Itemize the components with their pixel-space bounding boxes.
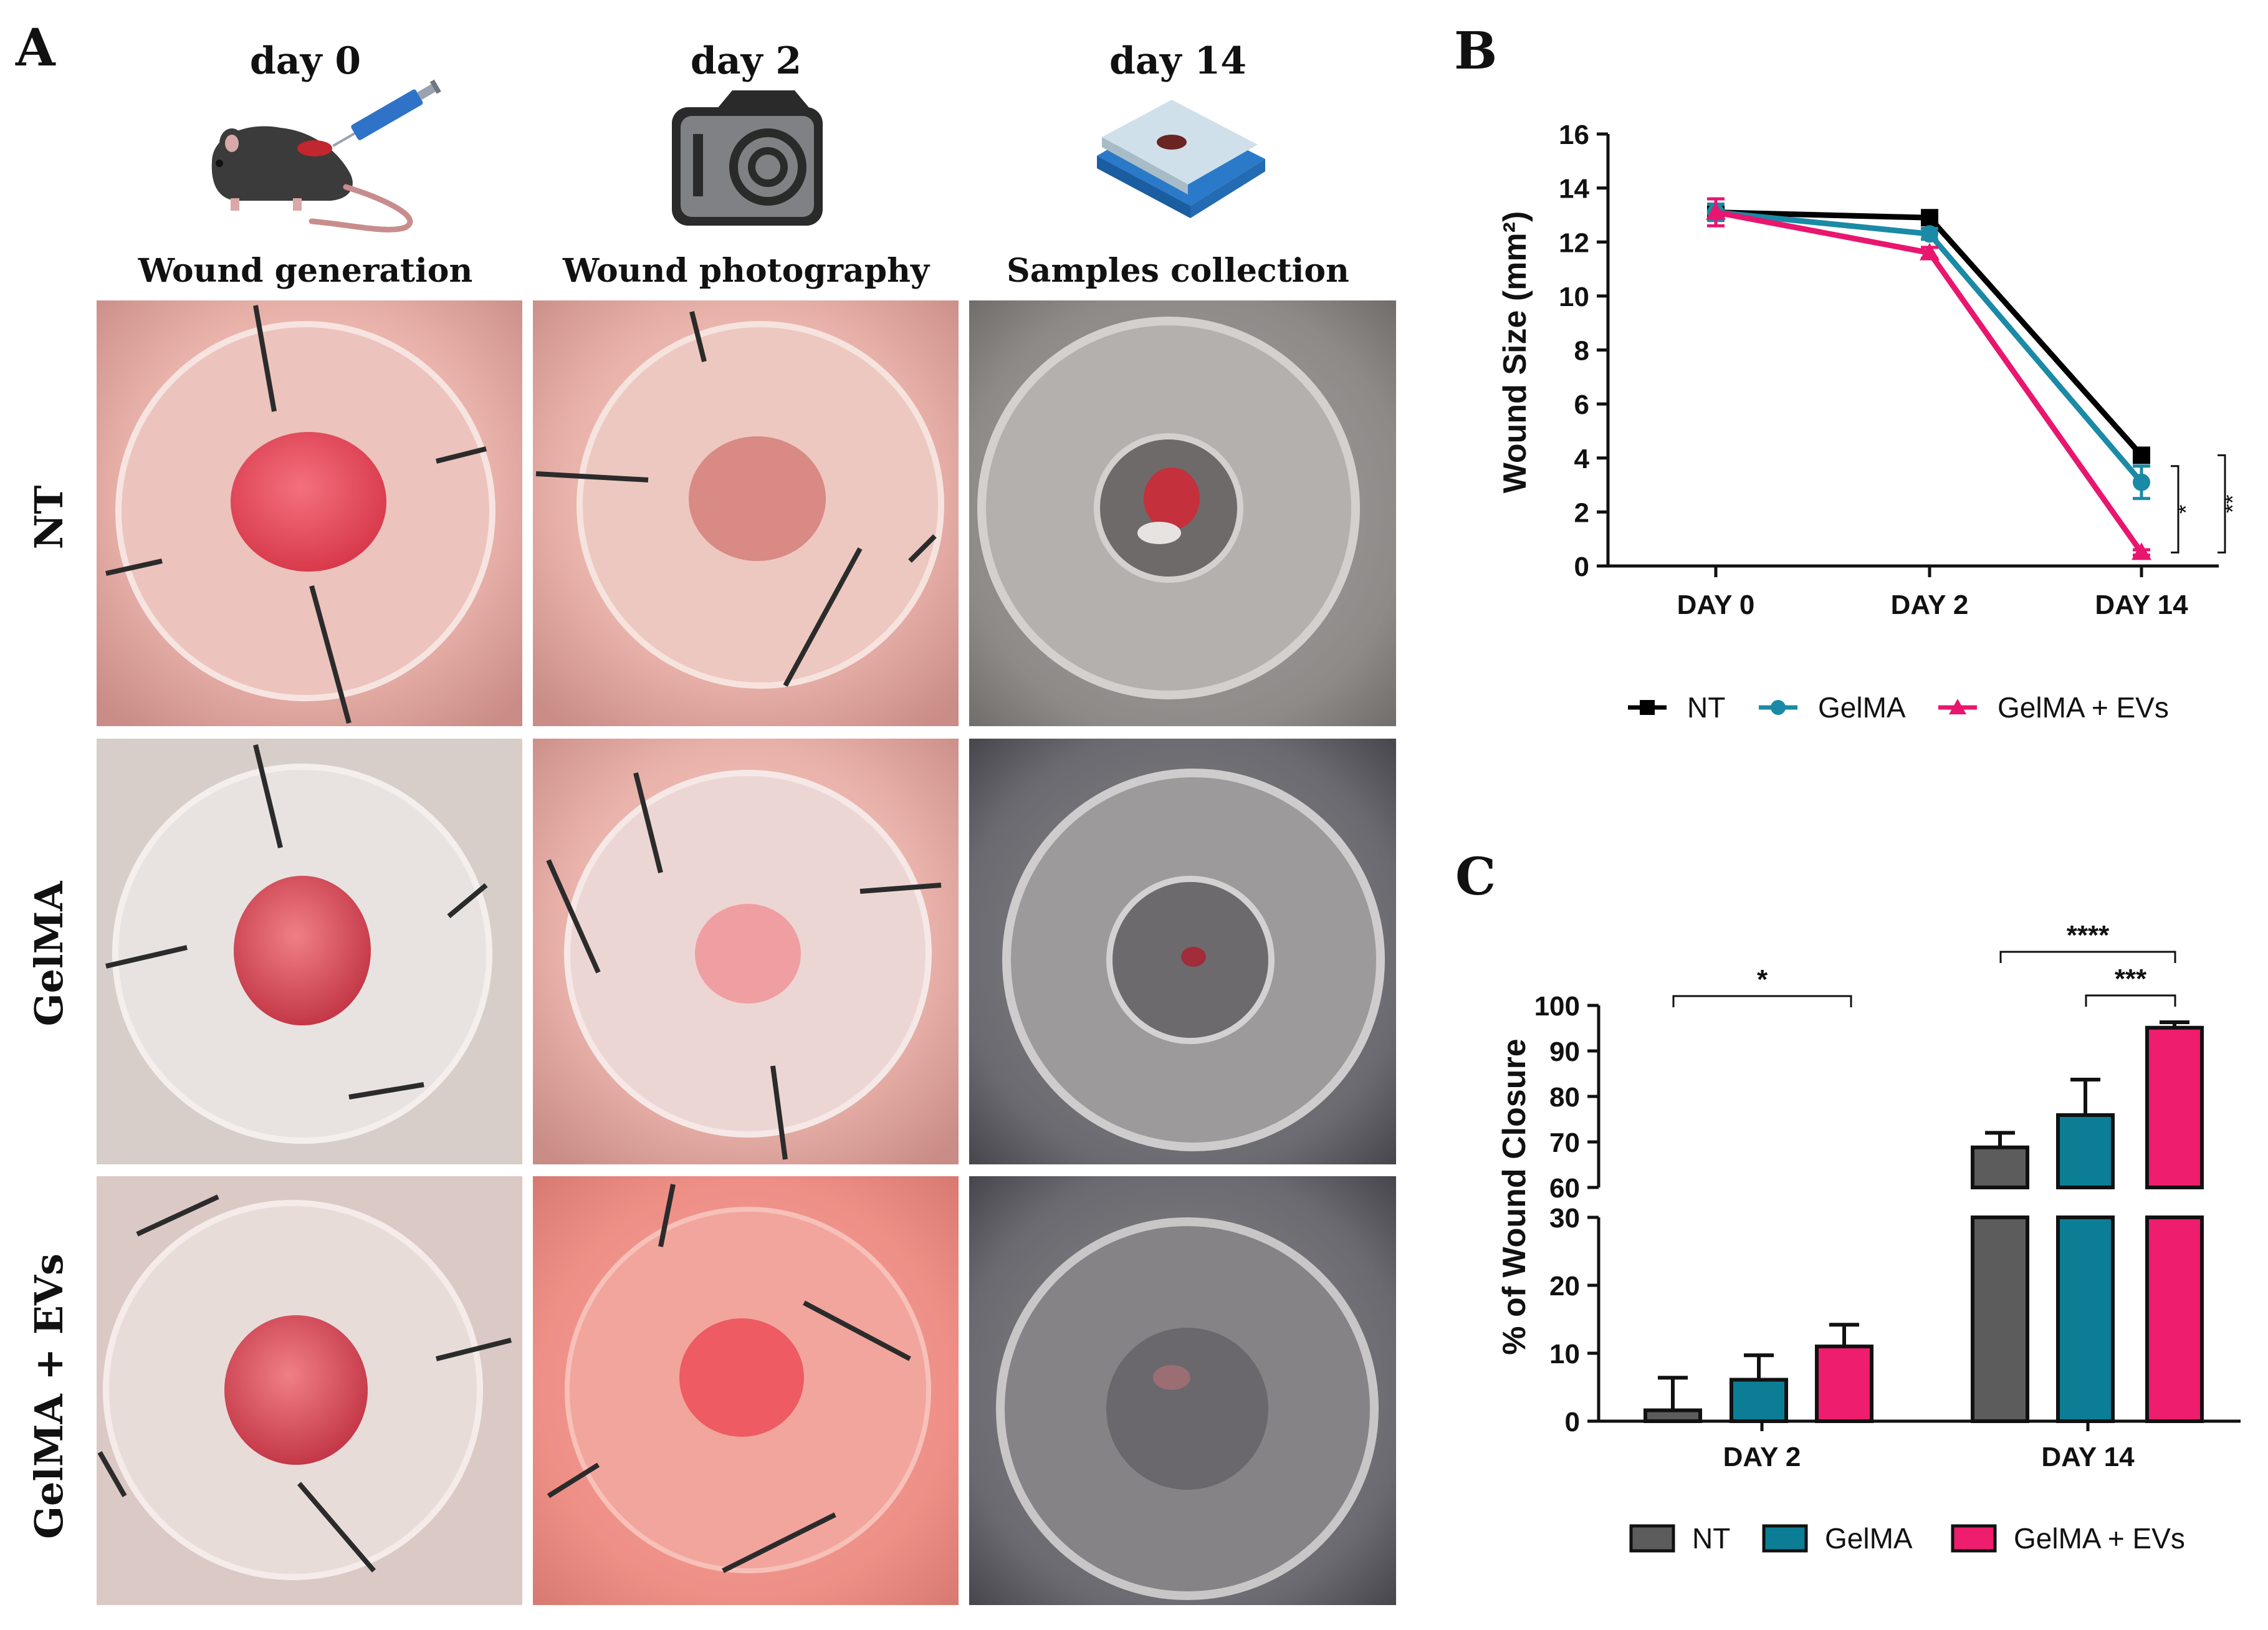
y-tick-label: 6	[1574, 390, 1589, 420]
legend-label: GelMA	[1818, 691, 1906, 724]
bar-nt-day-2	[1644, 1408, 1702, 1424]
y-tick-label: 14	[1559, 174, 1589, 204]
data-point	[1920, 242, 1940, 261]
bar-nt-day-14-lower	[1971, 1215, 2029, 1423]
legend-label: GelMA	[1825, 1522, 1913, 1555]
row-label-gelma-evs: GelMA + EVs	[26, 1254, 72, 1539]
legend-swatch	[1762, 1524, 1808, 1553]
legend-swatch	[1629, 1524, 1675, 1553]
panel-b-y-axis-label: Wound Size (mm²)	[1497, 211, 1533, 494]
significance-label: *	[2173, 504, 2199, 514]
column-header-day-14: day 14	[1109, 39, 1246, 83]
legend-marker	[1949, 699, 1966, 714]
photo-gelma-day-0	[97, 739, 522, 1164]
y-tick-label: 10	[1549, 1339, 1580, 1369]
panel-c-label: C	[1455, 847, 1496, 907]
y-tick-label: 4	[1574, 444, 1590, 474]
significance-bracket-day-14-nt	[1999, 951, 2176, 963]
data-point	[2133, 473, 2150, 491]
significance-label: ****	[2067, 920, 2110, 951]
significance-bracket	[2171, 465, 2179, 554]
y-tick-label: 16	[1559, 120, 1589, 150]
microscope-slide-icon	[1097, 100, 1265, 218]
photo-nt-day-0	[97, 300, 522, 726]
photo-gelma-day-14	[969, 739, 1396, 1164]
y-tick-label: 100	[1534, 991, 1580, 1022]
panel-c-y-axis-label: % of Wound Closure	[1496, 1038, 1533, 1354]
photo-gelma-evs-day-0	[97, 1176, 522, 1605]
photo-gelma-evs-day-2	[533, 1176, 959, 1605]
y-tick-label: 0	[1565, 1407, 1580, 1437]
column-caption-wound-generation: Wound generation	[138, 252, 473, 290]
data-point	[2132, 542, 2151, 560]
column-caption-samples-collection: Samples collection	[1007, 252, 1349, 290]
y-tick-label: 8	[1574, 336, 1589, 367]
row-label-nt: NT	[26, 486, 72, 550]
x-tick-label: DAY 2	[1723, 1442, 1801, 1472]
panel-c: C % of Wound Closure 010203060708090100 …	[1455, 847, 2241, 1555]
bar-gelma-day-14	[2056, 1113, 2115, 1190]
legend-label: GelMA + EVs	[1998, 691, 2169, 724]
y-tick-label: 90	[1549, 1037, 1580, 1067]
y-tick-label: 2	[1574, 497, 1589, 528]
camera-icon	[672, 90, 823, 226]
bar-gelma-evs-day-14-lower	[2145, 1215, 2204, 1423]
row-label-gelma: GelMA	[26, 881, 72, 1027]
column-header-day-0: day 0	[250, 39, 361, 83]
bar-gelma-day-2	[1730, 1378, 1788, 1424]
y-tick-label: 12	[1559, 228, 1589, 258]
significance-label: ***	[2115, 964, 2147, 994]
y-tick-label: 30	[1549, 1203, 1580, 1234]
mouse-syringe-icon	[211, 79, 441, 233]
bar-gelma-day-14-lower	[2056, 1215, 2115, 1423]
data-point	[2133, 446, 2150, 464]
x-tick-label: DAY 14	[2095, 590, 2188, 620]
y-tick-label: 60	[1549, 1173, 1580, 1204]
photo-gelma-day-2	[533, 739, 959, 1164]
significance-bracket	[2218, 454, 2226, 554]
panel-b: B Wound Size (mm²) 0 2 4 6 8 10 12 14 16 DAY 0 DA…	[1454, 21, 2246, 724]
photo-nt-day-14	[969, 300, 1396, 726]
y-tick-label: 10	[1559, 282, 1589, 312]
y-tick-label: 20	[1549, 1271, 1580, 1302]
bar-gelma-evs-day-14	[2145, 1025, 2204, 1190]
photo-gelma-evs-day-14	[969, 1176, 1396, 1605]
legend-marker	[1771, 700, 1786, 715]
legend-label: NT	[1687, 691, 1725, 724]
column-caption-wound-photography: Wound photography	[562, 252, 931, 290]
y-tick-label: 80	[1549, 1082, 1580, 1113]
significance-bracket-day-14-gelma	[2085, 994, 2176, 1007]
significance-bracket-day-2	[1672, 995, 1852, 1007]
column-header-day-2: day 2	[691, 39, 801, 83]
panel-a-label: A	[15, 18, 56, 78]
legend-swatch	[1951, 1524, 1997, 1553]
significance-label: *	[1757, 964, 1768, 995]
y-tick-label: 70	[1549, 1128, 1580, 1158]
significance-label: **	[2220, 494, 2246, 513]
bar-nt-day-14	[1971, 1145, 2029, 1190]
data-point	[1921, 225, 1938, 243]
data-point	[1706, 202, 1726, 220]
data-point	[1921, 209, 1938, 227]
legend-label: GelMA + EVs	[2014, 1522, 2185, 1555]
legend-label: NT	[1692, 1522, 1730, 1555]
x-tick-label: DAY 0	[1677, 590, 1755, 620]
y-tick-label: 0	[1574, 552, 1589, 582]
panel-a: A day 0 day 2 day 14	[15, 18, 1396, 1605]
x-tick-label: DAY 14	[2041, 1442, 2135, 1472]
panel-b-label: B	[1454, 21, 1497, 81]
bar-gelma-evs-day-2	[1815, 1345, 1873, 1424]
photo-nt-day-2	[533, 300, 959, 726]
legend-marker	[1640, 700, 1655, 715]
x-tick-label: DAY 2	[1891, 590, 1969, 620]
